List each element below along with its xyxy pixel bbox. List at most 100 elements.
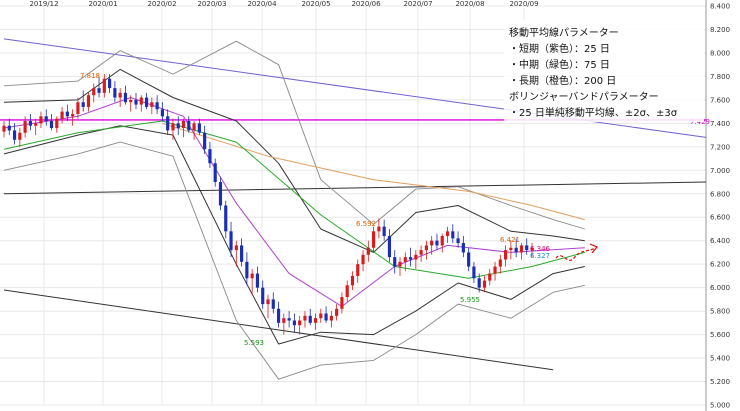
candle-body [76,102,80,114]
candle-body [514,247,518,253]
candle-body [134,99,138,105]
y-tick-label: 8.000 [710,49,730,57]
candle-body [28,121,32,126]
candle-body [44,116,48,122]
price-label: 7.818 [80,72,100,80]
candle-body [525,245,529,251]
candle-body [467,252,471,267]
candle-body [55,118,59,129]
candle-body [271,299,275,309]
candle-body [440,236,444,246]
candle-body [23,121,27,133]
legend-text: 移動平均線パラメーター [509,26,619,39]
candle-body [224,205,228,232]
price-label: 5.955 [460,296,480,304]
x-tick-label: 2020/07 [403,0,432,8]
candle-body [12,130,17,140]
candle-body [472,266,476,279]
candle-body [345,285,349,298]
candle-body [435,240,439,246]
candle-body [139,97,143,105]
legend-text: ・中期（緑色）：75 日 [509,58,610,71]
candle-body [213,163,217,183]
candle-body [240,245,244,262]
candle-body [361,254,365,265]
candle-body [308,315,312,323]
x-tick-label: 2020/03 [197,0,226,8]
price-label: 6.346 [530,245,551,253]
legend-box: 移動平均線パラメーター・短期（紫色）：25 日・中期（緑色）：75 日・長期（橙… [504,20,704,122]
y-tick-label: 7.200 [710,143,730,151]
legend-bg [504,20,704,122]
bollinger-upper-3sigma [3,40,585,230]
x-tick-label: 2020/05 [301,0,330,8]
price-label: 6.327 [530,252,550,260]
candle-body [456,238,460,244]
candle-body [113,88,117,98]
candle-body [303,315,307,321]
candle-body [123,92,128,103]
y-tick-label: 6.600 [710,214,730,222]
candle-body [18,132,22,140]
candle-body [39,116,43,124]
ma-mid-75 [3,120,585,279]
forecast-arrow-icon [555,247,597,261]
candle-body [144,97,149,107]
x-tick-label: 2020/04 [247,0,277,8]
candle-body [118,92,122,98]
candle-body [350,275,355,286]
candle-body [372,231,376,248]
candle-body [65,111,69,117]
candle-body [482,280,487,288]
candle-body [250,273,254,279]
grid-lines [0,0,707,411]
candle-body [187,121,191,131]
candle-body [171,123,175,131]
x-tick-label: 2020/01 [88,0,117,8]
legend-text: ・25 日単純移動平均線、±2σ、±3σ [509,106,678,119]
candle-body [504,250,508,260]
bollinger-upper-2sigma [3,68,585,253]
candle-body [97,88,101,93]
y-tick-label: 5.200 [710,378,730,386]
arrowhead-icon [589,243,598,254]
y-tick-label: 7.400 [710,120,730,128]
candle-body [255,273,260,288]
candle-body [7,125,11,131]
candle-body [382,226,386,237]
x-tick-label: 2020/06 [351,0,381,8]
candle-body [498,259,502,267]
candle-body [150,102,154,107]
candle-body [203,132,207,150]
candle-body [408,257,413,260]
candle-body [287,318,291,321]
candle-body [218,182,223,206]
candle-body [477,278,481,288]
candle-body [282,318,286,323]
x-tick-label: 2020/08 [455,0,484,8]
candle-body [49,121,54,129]
legend-text: ・短期（紫色）：25 日 [509,42,610,55]
bollinger-lower-2sigma [3,125,585,345]
candle-body [445,231,450,237]
candle-body [160,109,164,117]
candle-body [329,315,333,321]
ma-short-25 [3,97,585,307]
candle-body [102,78,106,93]
candle-body [60,111,64,119]
x-axis-ticks: 2019/12 2020/01 2020/02 2020/03 2020/04 2020/… [29,0,538,8]
candle-body [335,308,339,316]
candle-body [461,243,465,253]
y-tick-label: 8.400 [710,3,730,11]
price-label: 5.593 [244,339,264,347]
candle-body [208,149,212,164]
y-tick-label: 6.000 [710,284,730,292]
candle-body [424,245,428,251]
y-tick-label: 6.400 [710,237,730,245]
candle-body [398,261,402,267]
y-tick-label: 7.800 [710,73,730,81]
candle-body [451,231,455,239]
candle-body [419,250,423,255]
candle-body [493,266,497,274]
